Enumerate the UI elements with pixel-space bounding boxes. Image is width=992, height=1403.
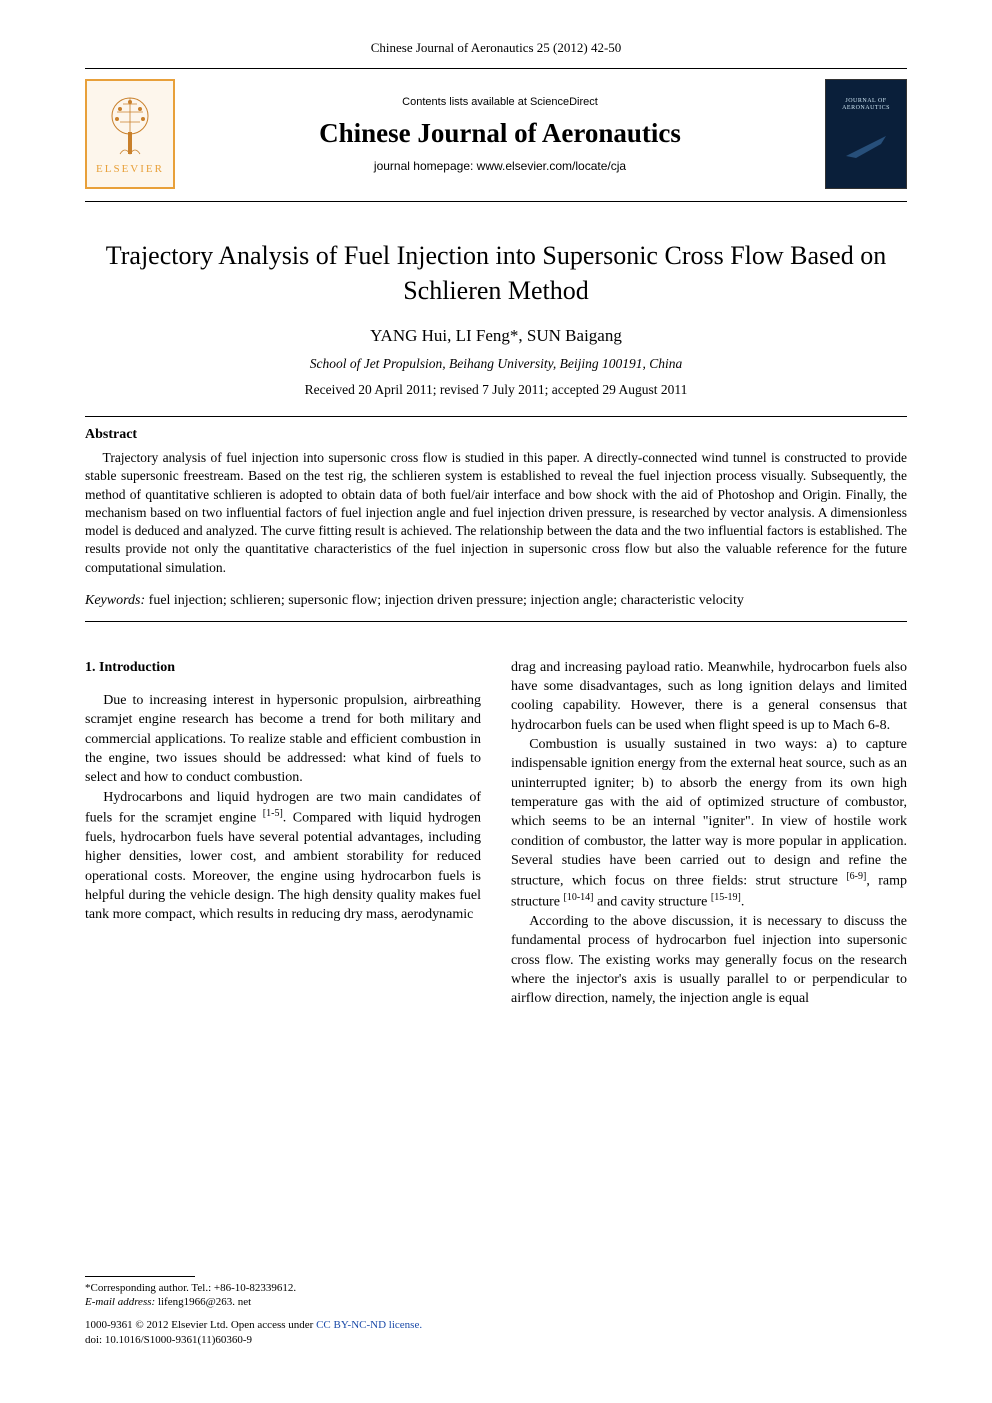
corresponding-author: *Corresponding author. Tel.: +86-10-8233… [85, 1281, 480, 1296]
contents-available: Contents lists available at ScienceDirec… [175, 96, 825, 108]
email-label: E-mail address: [85, 1296, 155, 1308]
journal-name: Chinese Journal of Aeronautics [175, 118, 825, 149]
authors: YANG Hui, LI Feng*, SUN Baigang [85, 326, 907, 346]
column-right: drag and increasing payload ratio. Meanw… [511, 658, 907, 1009]
rule-under-masthead [85, 201, 907, 202]
running-head: Chinese Journal of Aeronautics 25 (2012)… [85, 40, 907, 56]
affiliation: School of Jet Propulsion, Beihang Univer… [85, 356, 907, 372]
intro-para-1: Due to increasing interest in hypersonic… [85, 691, 481, 788]
elsevier-logo: ELSEVIER [85, 79, 175, 189]
email-line: E-mail address: lifeng1966@263. net [85, 1295, 480, 1310]
intro-para-3: drag and increasing payload ratio. Meanw… [511, 658, 907, 735]
doi-line: doi: 10.1016/S1000-9361(11)60360-9 [85, 1333, 480, 1348]
cover-label: JOURNAL OF AERONAUTICS [828, 98, 904, 112]
keywords: Keywords: fuel injection; schlieren; sup… [85, 593, 907, 609]
elsevier-tree-icon [105, 94, 155, 159]
ref-6-9: [6-9] [846, 871, 866, 882]
paper-title: Trajectory Analysis of Fuel Injection in… [85, 238, 907, 308]
column-left: 1. Introduction Due to increasing intere… [85, 658, 481, 1009]
cover-plane-icon [841, 126, 891, 166]
ref-10-14: [10-14] [563, 892, 593, 903]
abstract-section: Abstract Trajectory analysis of fuel inj… [85, 417, 907, 621]
article-dates: Received 20 April 2011; revised 7 July 2… [85, 382, 907, 398]
masthead: ELSEVIER Contents lists available at Sci… [85, 69, 907, 201]
ref-1-5: [1-5] [263, 808, 283, 819]
journal-cover-thumb: JOURNAL OF AERONAUTICS [825, 79, 907, 189]
section-heading-intro: 1. Introduction [85, 658, 481, 677]
keywords-label: Keywords: [85, 593, 145, 608]
footnote-rule [85, 1276, 195, 1277]
rule-below-abstract [85, 621, 907, 622]
intro-para-5: According to the above discussion, it is… [511, 912, 907, 1009]
abstract-heading: Abstract [85, 427, 907, 443]
body-columns: 1. Introduction Due to increasing intere… [85, 658, 907, 1009]
elsevier-label: ELSEVIER [96, 163, 164, 175]
journal-homepage: journal homepage: www.elsevier.com/locat… [175, 159, 825, 173]
intro-para-4: Combustion is usually sustained in two w… [511, 735, 907, 912]
masthead-center: Contents lists available at ScienceDirec… [175, 79, 825, 189]
abstract-body: Trajectory analysis of fuel injection in… [85, 449, 907, 577]
footnotes: *Corresponding author. Tel.: +86-10-8233… [85, 1276, 480, 1348]
ref-15-19: [15-19] [711, 892, 741, 903]
keywords-text: fuel injection; schlieren; supersonic fl… [145, 593, 744, 608]
license-link[interactable]: CC BY-NC-ND license. [316, 1319, 422, 1331]
title-block: Trajectory Analysis of Fuel Injection in… [85, 238, 907, 398]
copyright-line: 1000-9361 © 2012 Elsevier Ltd. Open acce… [85, 1318, 480, 1333]
email-address: lifeng1966@263. net [155, 1296, 251, 1308]
intro-para-2: Hydrocarbons and liquid hydrogen are two… [85, 788, 481, 925]
